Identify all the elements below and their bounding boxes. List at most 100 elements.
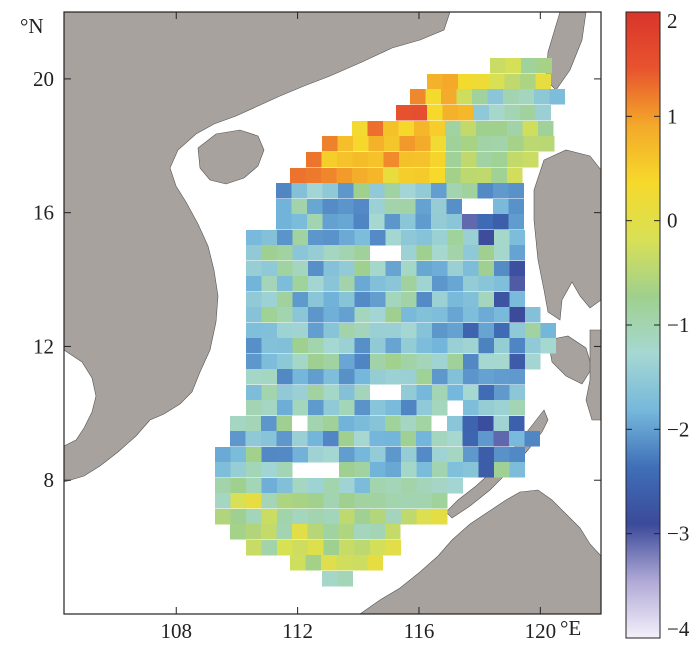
grid-cell — [493, 214, 509, 230]
grid-cell — [478, 307, 494, 323]
grid-cell — [447, 261, 463, 277]
grid-cell — [308, 338, 324, 354]
grid-cell — [462, 416, 478, 432]
colorbar-tick-label: 0 — [667, 209, 678, 233]
grid-cell — [246, 540, 262, 556]
grid-cell — [494, 400, 510, 416]
grid-cell — [339, 462, 355, 478]
grid-cell — [354, 400, 370, 416]
grid-cell — [535, 105, 551, 121]
grid-cell — [432, 462, 448, 478]
lat-tick-label: 20 — [33, 67, 54, 91]
grid-cell — [292, 245, 308, 261]
grid-cell — [508, 183, 524, 199]
grid-cell — [292, 431, 308, 447]
grid-cell — [339, 276, 355, 292]
grid-cell — [339, 493, 355, 509]
grid-cell — [462, 214, 478, 230]
grid-cell — [416, 245, 432, 261]
grid-cell — [292, 385, 308, 401]
grid-cell — [477, 183, 493, 199]
grid-cell — [461, 152, 477, 168]
grid-cell — [246, 323, 262, 339]
grid-cell — [230, 431, 246, 447]
grid-cell — [494, 369, 510, 385]
grid-cell — [463, 261, 479, 277]
grid-cell — [246, 230, 262, 246]
grid-cell — [277, 369, 293, 385]
grid-cell — [261, 323, 277, 339]
grid-cell — [507, 168, 523, 184]
grid-cell — [323, 385, 339, 401]
grid-cell — [539, 136, 555, 152]
grid-cell — [339, 354, 355, 370]
grid-cell — [277, 540, 293, 556]
grid-cell — [230, 493, 246, 509]
grid-cell — [509, 230, 525, 246]
grid-cell — [261, 493, 277, 509]
grid-cell — [354, 338, 370, 354]
grid-cell — [276, 199, 292, 215]
grid-cell — [401, 230, 417, 246]
grid-cell — [463, 400, 479, 416]
grid-cell — [401, 478, 417, 494]
lon-tick-label: 108 — [161, 619, 193, 643]
grid-cell — [354, 261, 370, 277]
grid-cell — [323, 276, 339, 292]
grid-cell — [354, 462, 370, 478]
grid-cell — [447, 431, 463, 447]
grid-cell — [416, 385, 432, 401]
grid-cell — [307, 416, 323, 432]
grid-cell — [307, 524, 323, 540]
grid-cell — [535, 74, 551, 90]
grid-cell — [447, 354, 463, 370]
grid-cell — [447, 369, 463, 385]
grid-cell — [292, 323, 308, 339]
grid-cell — [323, 493, 339, 509]
grid-cell — [308, 354, 324, 370]
lat-axis: 20 16 12 8 — [33, 67, 601, 492]
grid-cell — [492, 136, 508, 152]
grid-cell — [524, 431, 540, 447]
grid-cell — [416, 230, 432, 246]
grid-cell — [276, 431, 292, 447]
grid-cell — [507, 152, 523, 168]
lon-tick-label: 112 — [282, 619, 313, 643]
grid-cell — [308, 400, 324, 416]
grid-cell — [494, 230, 510, 246]
grid-cell — [339, 385, 355, 401]
lat-tick-label: 16 — [33, 201, 54, 225]
grid-cell — [367, 168, 383, 184]
grid-cell — [463, 307, 479, 323]
grid-cell — [261, 338, 277, 354]
grid-cell — [504, 74, 520, 90]
grid-cell — [478, 230, 494, 246]
grid-cell — [261, 245, 277, 261]
grid-cell — [447, 447, 463, 463]
grid-cell — [277, 509, 293, 525]
grid-cell — [401, 323, 417, 339]
grid-cell — [447, 416, 463, 432]
grid-cell — [463, 323, 479, 339]
grid-cell — [323, 323, 339, 339]
grid-cell — [427, 105, 443, 121]
lat-tick-label: 12 — [33, 334, 54, 358]
grid-cell — [339, 338, 355, 354]
lon-tick-label: 120 — [525, 619, 557, 643]
grid-cell — [430, 136, 446, 152]
grid-cell — [276, 524, 292, 540]
grid-cell — [292, 493, 308, 509]
grid-cell — [337, 152, 353, 168]
grid-cell — [472, 89, 488, 105]
grid-cell — [445, 168, 461, 184]
grid-cell — [432, 447, 448, 463]
grid-cell — [385, 400, 401, 416]
grid-cell — [415, 136, 431, 152]
grid-cell — [339, 245, 355, 261]
grid-cell — [491, 168, 507, 184]
grid-cell — [447, 245, 463, 261]
grid-cell — [370, 540, 386, 556]
grid-cell — [261, 385, 277, 401]
grid-cell — [401, 369, 417, 385]
grid-cell — [447, 292, 463, 308]
